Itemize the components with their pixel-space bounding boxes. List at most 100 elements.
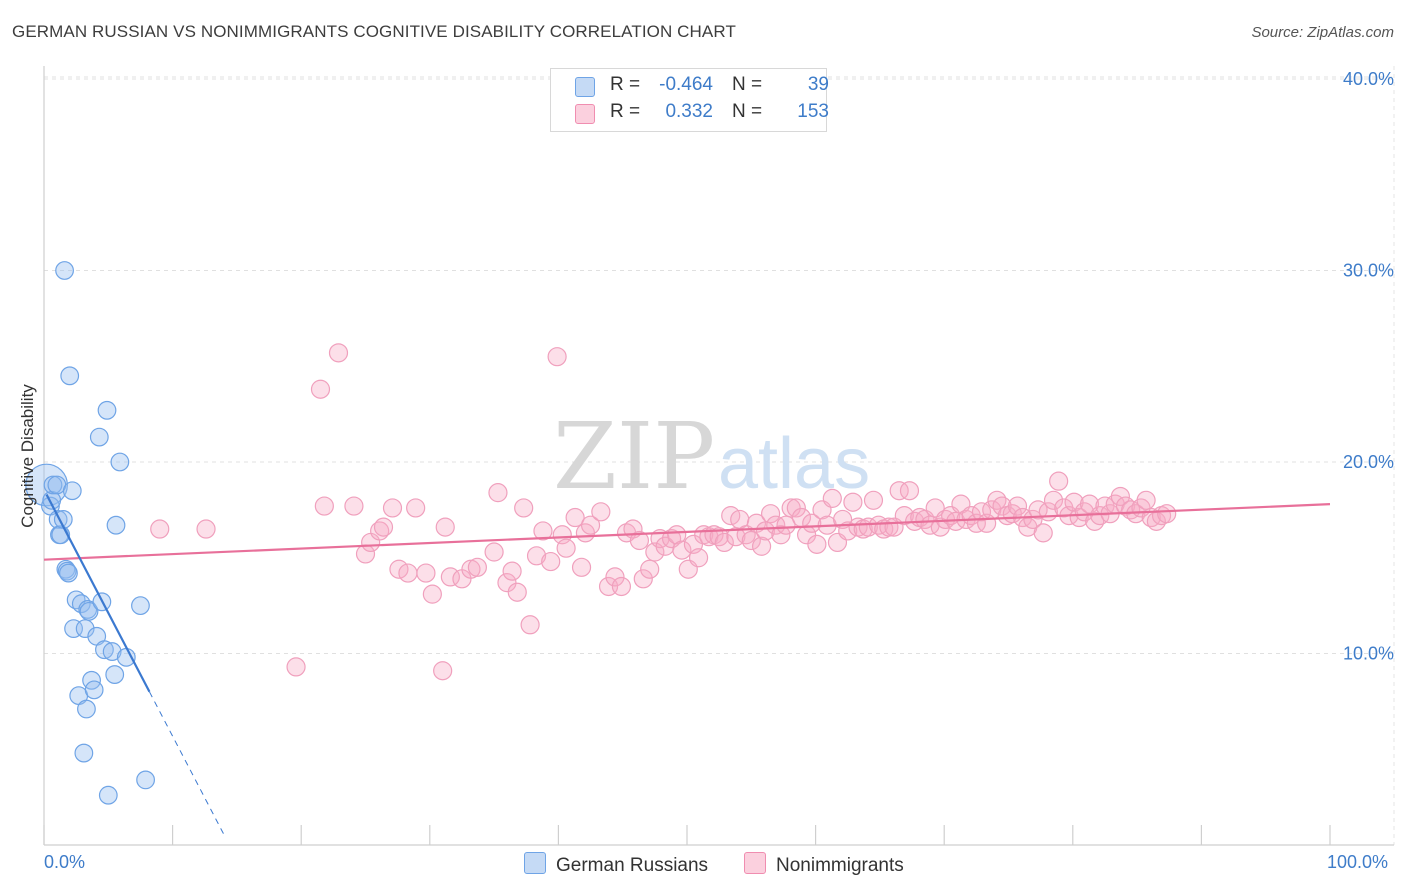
y-tick-label: 20.0% xyxy=(1343,452,1394,472)
nonimmigrant-point xyxy=(406,498,426,518)
nonimmigrant-point xyxy=(838,521,858,541)
german-russian-point xyxy=(110,452,130,472)
nonimmigrant-point xyxy=(373,517,394,537)
nonimmigrant-point xyxy=(640,559,660,579)
bottom-legend-swatch-pink xyxy=(744,852,766,874)
nonimmigrant-point xyxy=(776,515,796,535)
nonimmigrant-point xyxy=(520,615,540,635)
nonimmigrant-point xyxy=(766,515,786,535)
nonimmigrant-point xyxy=(1110,486,1130,507)
german-russian-point xyxy=(74,743,94,763)
watermark-zip: ZIP xyxy=(553,403,715,510)
nonimmigrant-point xyxy=(533,521,553,541)
nonimmigrant-point xyxy=(314,496,334,516)
nonimmigrant-point xyxy=(484,542,504,562)
nonimmigrant-point xyxy=(344,496,364,516)
nonimmigrant-point xyxy=(709,527,729,547)
nonimmigrant-point xyxy=(1023,509,1043,530)
nonimmigrant-point xyxy=(899,481,920,501)
chart-title: GERMAN RUSSIAN VS NONIMMIGRANTS COGNITIV… xyxy=(12,22,736,41)
bottom-legend-swatch-blue xyxy=(524,852,546,874)
german-russian-point xyxy=(79,601,99,621)
nonimmigrant-point xyxy=(987,490,1007,510)
german-russian-point xyxy=(98,785,118,805)
nonimmigrant-point xyxy=(467,557,487,577)
nonimmigrant-point xyxy=(688,548,709,568)
nonimmigrant-point xyxy=(894,506,914,526)
nonimmigrant-point xyxy=(422,584,442,604)
nonimmigrant-point xyxy=(1007,496,1028,516)
nonimmigrant-point xyxy=(488,483,508,503)
german-russian-point xyxy=(106,515,126,535)
nonimmigrants-trend-line xyxy=(43,503,1331,561)
german-russians-points xyxy=(25,261,155,805)
nonimmigrant-point xyxy=(547,347,567,367)
legend-r-value: -0.464 xyxy=(659,74,713,95)
nonimmigrant-point xyxy=(571,557,592,577)
nonimmigrant-point xyxy=(760,504,781,524)
correlation-legend: R = -0.464 N = 39 R = 0.332 N = 153 xyxy=(550,68,829,132)
german-russians-trend-line xyxy=(45,494,151,693)
watermark-atlas: atlas xyxy=(718,424,870,504)
nonimmigrant-point xyxy=(822,488,842,508)
nonimmigrant-point xyxy=(771,525,791,545)
german-russian-point xyxy=(95,640,114,660)
german-russian-point xyxy=(89,427,109,447)
german-russian-point xyxy=(84,680,104,700)
nonimmigrant-point xyxy=(328,343,349,363)
nonimmigrant-point xyxy=(605,567,625,587)
german-russian-point xyxy=(59,563,78,583)
nonimmigrant-point xyxy=(433,661,453,681)
nonimmigrant-point xyxy=(672,540,692,560)
y-tick-label: 40.0% xyxy=(1343,69,1394,89)
nonimmigrant-point xyxy=(526,546,547,566)
nonimmigrant-point xyxy=(863,490,884,510)
axes xyxy=(43,66,1394,846)
nonimmigrant-point xyxy=(398,563,418,583)
nonimmigrant-point xyxy=(755,521,776,541)
legend-swatch-blue xyxy=(575,77,595,97)
bottom-legend-label: Nonimmigrants xyxy=(776,855,904,876)
nonimmigrant-point xyxy=(416,563,436,583)
nonimmigrant-point xyxy=(310,379,331,399)
nonimmigrant-point xyxy=(741,530,761,551)
source-label: Source: ZipAtlas.com xyxy=(1251,24,1394,41)
nonimmigrant-point xyxy=(565,507,585,528)
german-russian-point xyxy=(77,699,96,719)
nonimmigrant-point xyxy=(591,502,611,522)
nonimmigrant-point xyxy=(611,576,632,597)
nonimmigrant-point xyxy=(751,536,772,556)
legend-n-label: N = xyxy=(732,101,763,122)
german-russian-point xyxy=(131,596,150,616)
nonimmigrant-point xyxy=(667,525,687,545)
y-tick-label: 30.0% xyxy=(1343,261,1394,281)
nonimmigrant-point xyxy=(556,538,576,558)
nonimmigrant-point xyxy=(1136,490,1156,510)
legend-r-value: 0.332 xyxy=(665,101,713,122)
bottom-legend-nonimmigrants: Nonimmigrants xyxy=(744,852,904,877)
nonimmigrant-point xyxy=(889,481,909,501)
german-russian-point xyxy=(25,463,68,507)
x-tick-label-min: 0.0% xyxy=(44,852,86,872)
nonimmigrant-point xyxy=(1157,504,1177,524)
legend-r-label: R = xyxy=(610,101,641,122)
nonimmigrant-point xyxy=(497,573,517,593)
nonimmigrant-point xyxy=(843,492,863,512)
nonimmigrant-point xyxy=(1115,496,1136,516)
y-tick-label: 10.0% xyxy=(1343,644,1394,664)
nonimmigrant-point xyxy=(382,498,403,518)
german-russian-point xyxy=(136,770,155,790)
nonimmigrant-point xyxy=(786,498,806,518)
legend-swatch-pink xyxy=(575,104,595,124)
nonimmigrant-point xyxy=(781,498,801,518)
x-tick-label-max: 100.0% xyxy=(1327,852,1389,872)
german-russian-point xyxy=(102,642,122,661)
nonimmigrant-point xyxy=(507,582,527,602)
legend-r-label: R = xyxy=(610,74,641,95)
nonimmigrant-point xyxy=(502,561,522,581)
nonimmigrants-points xyxy=(150,343,1177,681)
nonimmigrant-point xyxy=(1085,511,1105,531)
nonimmigrant-point xyxy=(580,515,601,535)
nonimmigrant-point xyxy=(992,496,1012,516)
